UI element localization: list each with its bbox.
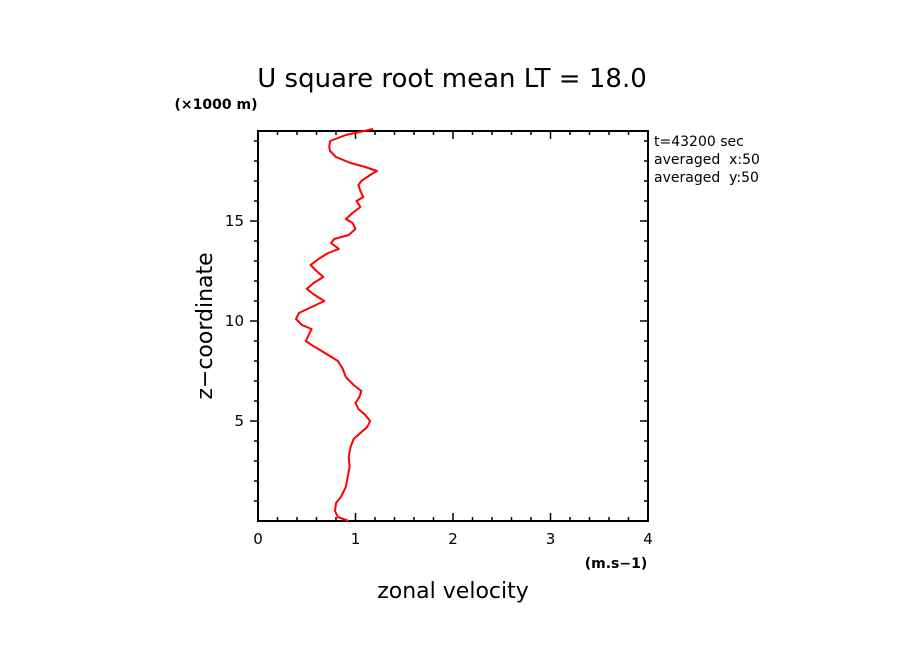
axis-ticks bbox=[250, 131, 649, 521]
chart-title: U square root mean LT = 18.0 bbox=[257, 64, 647, 94]
y-tick-label: 15 bbox=[225, 212, 244, 230]
x-tick-label: 0 bbox=[253, 530, 263, 548]
x-tick-label: 4 bbox=[643, 530, 653, 548]
x-tick-label: 2 bbox=[448, 530, 458, 548]
y-axis-label: z−coordinate bbox=[193, 252, 218, 399]
y-tick-label: 5 bbox=[234, 412, 244, 430]
info-block: t=43200 sec averaged x:50 averaged y:50 bbox=[654, 134, 760, 186]
info-line: t=43200 sec bbox=[654, 134, 744, 150]
axis-tick-labels: 0 1 2 3 4 5 10 15 bbox=[225, 212, 653, 548]
x-axis-label: zonal velocity bbox=[377, 579, 529, 604]
x-tick-label: 3 bbox=[546, 530, 556, 548]
x-unit-label: (m.s−1) bbox=[585, 556, 648, 572]
info-line: averaged x:50 bbox=[654, 152, 760, 168]
info-line: averaged y:50 bbox=[654, 170, 759, 186]
x-tick-label: 1 bbox=[351, 530, 361, 548]
series-line bbox=[295, 128, 378, 522]
plot-frame bbox=[257, 130, 649, 522]
plot-border bbox=[257, 130, 649, 522]
y-tick-label: 10 bbox=[225, 312, 244, 330]
y-unit-label: (×1000 m) bbox=[175, 97, 258, 113]
